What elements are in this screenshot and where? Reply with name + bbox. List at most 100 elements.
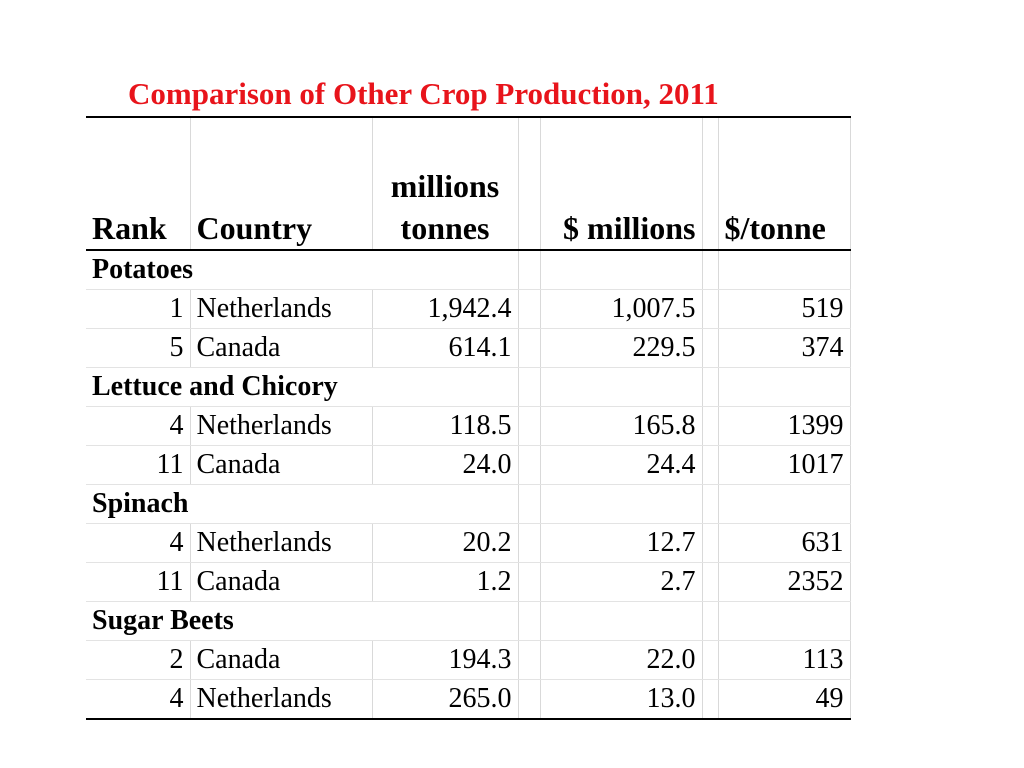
spacer-cell <box>702 445 719 485</box>
empty-cell <box>540 601 703 641</box>
group-row: Sugar Beets <box>86 601 851 641</box>
country-cell: Netherlands <box>190 679 373 720</box>
country-cell: Canada <box>190 562 373 602</box>
millions-cell: 1,007.5 <box>540 289 703 329</box>
spacer-cell <box>518 679 541 720</box>
millions-header: $ millions <box>540 116 703 251</box>
rank-cell: 2 <box>86 640 191 680</box>
country-cell: Netherlands <box>190 406 373 446</box>
tonnes-cell: 1.2 <box>372 562 519 602</box>
spacer-cell <box>702 406 719 446</box>
empty-cell <box>518 601 541 641</box>
per-tonne-cell: 631 <box>718 523 851 563</box>
table-row: 4 Netherlands 20.2 12.7 631 <box>86 523 851 563</box>
empty-cell <box>702 484 719 524</box>
empty-cell <box>540 250 703 290</box>
empty-cell <box>718 367 851 407</box>
spacer-cell <box>702 116 719 251</box>
table-row: 11 Canada 24.0 24.4 1017 <box>86 445 851 485</box>
empty-cell <box>540 367 703 407</box>
country-cell: Canada <box>190 328 373 368</box>
empty-cell <box>718 250 851 290</box>
millions-cell: 22.0 <box>540 640 703 680</box>
group-row: Lettuce and Chicory <box>86 367 851 407</box>
empty-cell <box>518 250 541 290</box>
per-tonne-cell: 2352 <box>718 562 851 602</box>
millions-cell: 2.7 <box>540 562 703 602</box>
per-tonne-cell: 49 <box>718 679 851 720</box>
rank-header: Rank <box>86 116 191 251</box>
page-title: Comparison of Other Crop Production, 201… <box>128 76 719 111</box>
country-cell: Netherlands <box>190 523 373 563</box>
group-row: Spinach <box>86 484 851 524</box>
empty-cell <box>518 367 541 407</box>
per-tonne-cell: 374 <box>718 328 851 368</box>
spacer-cell <box>518 289 541 329</box>
rank-cell: 11 <box>86 562 191 602</box>
country-cell: Canada <box>190 445 373 485</box>
millions-cell: 13.0 <box>540 679 703 720</box>
rank-cell: 11 <box>86 445 191 485</box>
empty-cell <box>372 250 519 290</box>
empty-cell <box>718 484 851 524</box>
header-row: Rank Country millions tonnes $ millions … <box>86 116 851 251</box>
empty-cell <box>702 367 719 407</box>
spacer-cell <box>518 116 541 251</box>
empty-cell <box>372 484 519 524</box>
per-tonne-cell: 113 <box>718 640 851 680</box>
rank-cell: 1 <box>86 289 191 329</box>
crop-group-label: Sugar Beets <box>86 601 373 641</box>
rank-cell: 4 <box>86 679 191 720</box>
per-tonne-cell: 1017 <box>718 445 851 485</box>
tonnes-cell: 614.1 <box>372 328 519 368</box>
empty-cell <box>540 484 703 524</box>
per-tonne-cell: 1399 <box>718 406 851 446</box>
tonnes-cell: 194.3 <box>372 640 519 680</box>
table-row: 1 Netherlands 1,942.4 1,007.5 519 <box>86 289 851 329</box>
spacer-cell <box>518 328 541 368</box>
millions-cell: 24.4 <box>540 445 703 485</box>
empty-cell <box>702 601 719 641</box>
table-row: 4 Netherlands 118.5 165.8 1399 <box>86 406 851 446</box>
tonnes-cell: 20.2 <box>372 523 519 563</box>
tonnes-cell: 1,942.4 <box>372 289 519 329</box>
table-row: 4 Netherlands 265.0 13.0 49 <box>86 679 851 720</box>
per-tonne-header: $/tonne <box>718 116 851 251</box>
rank-cell: 5 <box>86 328 191 368</box>
spacer-cell <box>702 640 719 680</box>
crop-group-label: Potatoes <box>86 250 373 290</box>
country-cell: Canada <box>190 640 373 680</box>
spacer-cell <box>702 562 719 602</box>
spacer-cell <box>518 406 541 446</box>
millions-cell: 229.5 <box>540 328 703 368</box>
tonnes-cell: 118.5 <box>372 406 519 446</box>
tonnes-cell: 265.0 <box>372 679 519 720</box>
empty-cell <box>372 367 519 407</box>
per-tonne-cell: 519 <box>718 289 851 329</box>
table-row: 11 Canada 1.2 2.7 2352 <box>86 562 851 602</box>
tonnes-header: millions tonnes <box>372 116 519 251</box>
group-row: Potatoes <box>86 250 851 290</box>
tonnes-cell: 24.0 <box>372 445 519 485</box>
spacer-cell <box>518 445 541 485</box>
empty-cell <box>702 250 719 290</box>
table-row: 2 Canada 194.3 22.0 113 <box>86 640 851 680</box>
crop-group-label: Spinach <box>86 484 373 524</box>
spacer-cell <box>702 289 719 329</box>
empty-cell <box>372 601 519 641</box>
crop-group-label: Lettuce and Chicory <box>86 367 373 407</box>
spacer-cell <box>702 523 719 563</box>
millions-cell: 165.8 <box>540 406 703 446</box>
spacer-cell <box>518 562 541 602</box>
rank-cell: 4 <box>86 406 191 446</box>
spacer-cell <box>518 640 541 680</box>
crop-production-table: Rank Country millions tonnes $ millions … <box>86 116 851 720</box>
spacer-cell <box>702 679 719 720</box>
spacer-cell <box>702 328 719 368</box>
rank-cell: 4 <box>86 523 191 563</box>
country-header: Country <box>190 116 373 251</box>
empty-cell <box>718 601 851 641</box>
millions-cell: 12.7 <box>540 523 703 563</box>
table-row: 5 Canada 614.1 229.5 374 <box>86 328 851 368</box>
empty-cell <box>518 484 541 524</box>
